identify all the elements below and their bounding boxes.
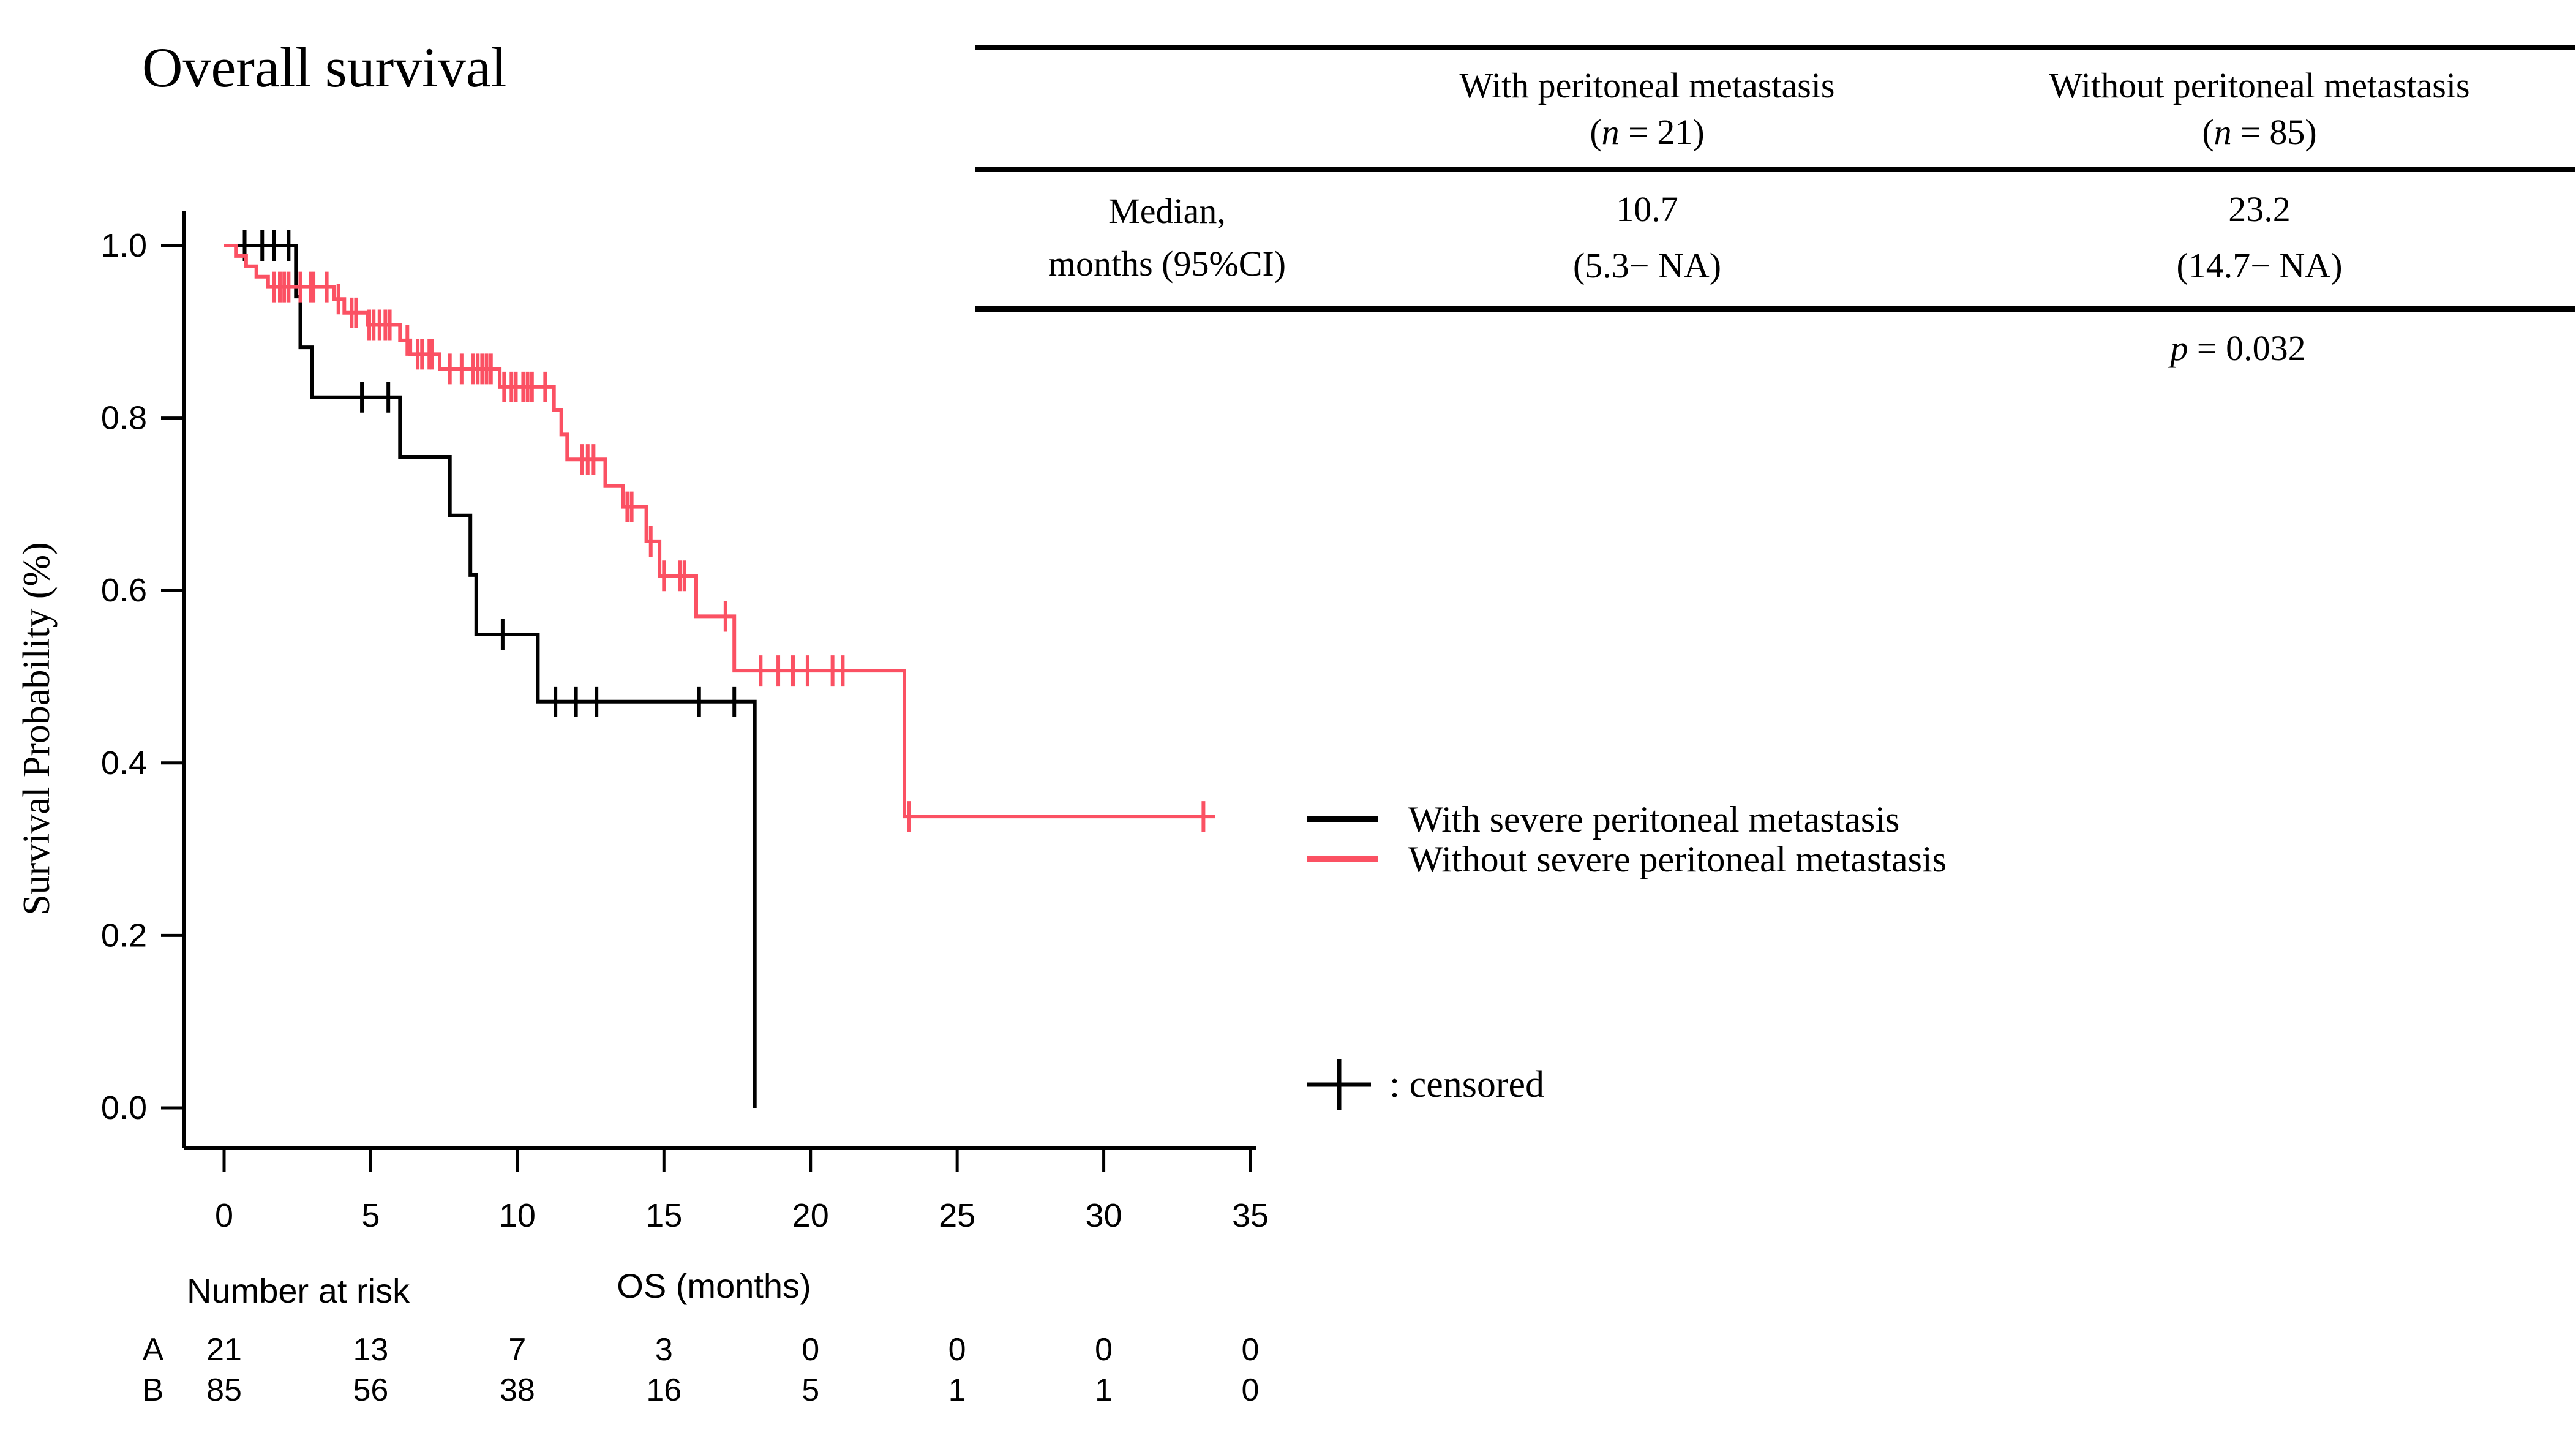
risk-count-a-t35: 0 [1241,1332,1260,1368]
x-tick-label: 25 [939,1197,975,1234]
table-rule-middle [975,167,2575,172]
table-median-col1: 10.7 [1616,189,1678,229]
legend-item-group-b: Without severe peritoneal metastasis [1307,839,1947,879]
censored-plus-icon [1307,1059,1371,1110]
risk-count-b-t30: 1 [1095,1372,1113,1408]
risk-count-b-t20: 5 [802,1372,820,1408]
risk-count-a-t0: 21 [206,1332,242,1368]
legend-label: Without severe peritoneal metastasis [1408,838,1947,879]
risk-count-a-t25: 0 [948,1332,966,1368]
risk-count-b-t35: 0 [1241,1372,1260,1408]
risk-count-b-t10: 38 [499,1372,535,1408]
x-tick-label: 10 [499,1197,536,1234]
y-tick-label: 1.0 [101,227,147,264]
risk-row-label-a: A [142,1332,164,1368]
p-value: p = 0.032 [2170,328,2306,368]
number-at-risk-header: Number at risk [187,1271,410,1310]
y-tick-label: 0.6 [101,572,147,609]
censored-note-text: : censored [1389,1064,1545,1105]
y-tick-label: 0.0 [101,1089,147,1126]
legend-line-swatch-red [1307,856,1378,862]
y-tick-label: 0.8 [101,400,147,437]
table-col2-header: Without peritoneal metastasis [2049,66,2470,105]
risk-count-a-t15: 3 [655,1332,673,1368]
table-col2-n: (n = 85) [2202,112,2317,152]
table-col1-n: (n = 21) [1590,112,1705,152]
risk-count-b-t0: 85 [206,1372,242,1408]
table-ci-col2: (14.7− NA) [2176,246,2343,285]
x-tick-label: 30 [1086,1197,1122,1234]
legend-item-group-a: With severe peritoneal metastasis [1307,799,1947,839]
table-median-col2: 23.2 [2228,189,2291,229]
table-col1-header: With peritoneal metastasis [1459,66,1835,105]
risk-count-a-t5: 13 [353,1332,389,1368]
table-row-label-line2: months (95%CI) [1048,244,1286,284]
risk-count-b-t5: 56 [353,1372,389,1408]
table-row-label-line1: Median, [1108,191,1226,231]
x-tick-label: 35 [1232,1197,1269,1234]
table-rule-top [975,45,2575,50]
censored-note: : censored [1307,1058,1544,1111]
risk-count-a-t20: 0 [802,1332,820,1368]
x-tick-label: 5 [361,1197,380,1234]
x-tick-label: 20 [792,1197,829,1234]
x-axis-label: OS (months) [617,1266,811,1305]
legend-line-swatch-black [1307,816,1378,822]
y-tick-label: 0.2 [101,917,147,954]
risk-row-label-b: B [142,1372,164,1408]
legend-label: With severe peritoneal metastasis [1408,799,1900,840]
km-curve-group-b [224,244,1215,819]
risk-count-b-t15: 16 [646,1372,682,1408]
x-tick-label: 0 [215,1197,233,1234]
risk-count-a-t30: 0 [1095,1332,1113,1368]
risk-count-a-t10: 7 [508,1332,527,1368]
table-ci-col1: (5.3− NA) [1572,246,1722,285]
x-tick-label: 15 [645,1197,682,1234]
y-tick-label: 0.4 [101,745,147,781]
figure-title: Overall survival [142,36,507,99]
risk-count-b-t25: 1 [948,1372,966,1408]
legend: With severe peritoneal metastasis Withou… [1307,799,1947,879]
table-rule-bottom [975,306,2575,312]
